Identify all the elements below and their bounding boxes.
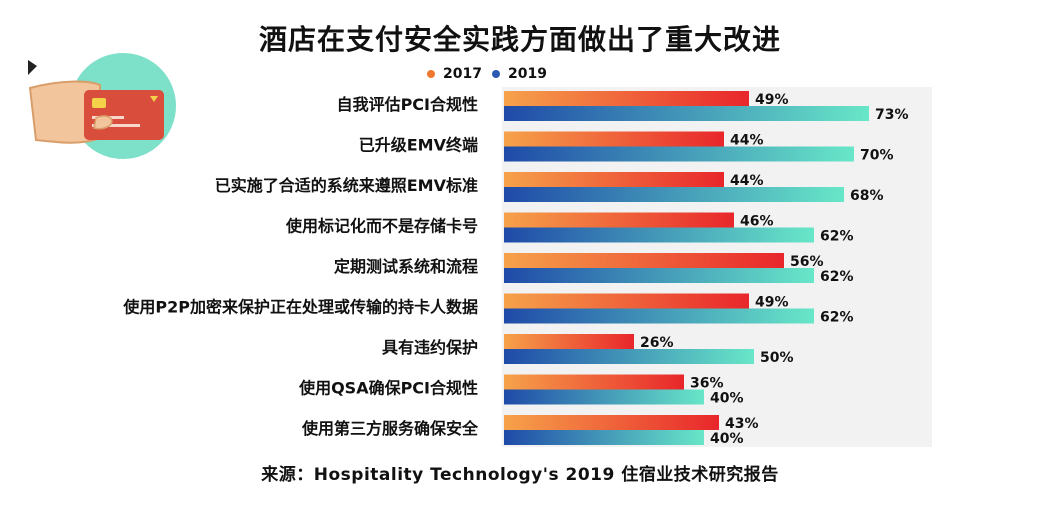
legend-dot-2017	[427, 70, 435, 78]
bar-2017-0	[504, 91, 749, 106]
category-label: 使用标记化而不是存储卡号	[285, 217, 478, 236]
bar-2017-5	[504, 293, 749, 309]
data-label-2019: 62%	[820, 229, 854, 245]
data-label-2019: 68%	[850, 188, 884, 204]
bar-2019-6	[504, 349, 754, 364]
bar-2017-7	[504, 374, 684, 390]
bar-2017-8	[504, 415, 719, 430]
data-label-2017: 46%	[740, 214, 774, 230]
data-label-2019: 50%	[760, 350, 794, 366]
category-label: 使用QSA确保PCI合规性	[298, 379, 478, 398]
category-label: 使用P2P加密来保护正在处理或传输的持卡人数据	[122, 298, 478, 317]
data-label-2019: 40%	[710, 391, 744, 407]
bar-2019-5	[504, 308, 814, 324]
bar-2019-4	[504, 268, 814, 283]
legend-label-2019: 2019	[507, 66, 547, 82]
category-label: 使用第三方服务确保安全	[301, 419, 479, 438]
bar-2017-2	[504, 172, 724, 187]
data-label-2017: 43%	[725, 416, 759, 432]
data-label-2017: 44%	[730, 173, 764, 189]
bar-2017-3	[504, 212, 734, 228]
data-label-2017: 49%	[755, 92, 789, 108]
category-label: 已升级EMV终端	[359, 136, 478, 155]
chart-title: 酒店在支付安全实践方面做出了重大改进	[258, 23, 781, 56]
data-label-2017: 44%	[730, 133, 764, 149]
bar-2019-8	[504, 430, 704, 445]
legend-label-2017: 2017	[443, 66, 482, 82]
bar-2017-4	[504, 253, 784, 268]
data-label-2019: 40%	[710, 431, 744, 447]
bar-2019-3	[504, 227, 814, 243]
bar-2017-6	[504, 334, 634, 349]
data-label-2017: 49%	[755, 295, 789, 311]
category-label: 已实施了合适的系统来遵照EMV标准	[215, 176, 478, 195]
data-label-2019: 62%	[820, 269, 854, 285]
source-note: 来源：Hospitality Technology's 2019 住宿业技术研究…	[261, 465, 779, 485]
credit-card-hand-icon	[28, 53, 176, 159]
data-label-2017: 36%	[690, 376, 724, 392]
data-label-2019: 62%	[820, 310, 854, 326]
data-label-2017: 26%	[640, 335, 674, 351]
category-label: 定期测试系统和流程	[333, 257, 478, 276]
data-label-2017: 56%	[790, 254, 824, 270]
bar-2019-0	[504, 106, 869, 121]
legend: 2017 2019	[427, 66, 547, 82]
data-label-2019: 70%	[860, 148, 894, 164]
bar-2017-1	[504, 131, 724, 147]
legend-dot-2019	[491, 70, 500, 78]
bar-2019-2	[504, 187, 844, 202]
data-label-2019: 73%	[875, 107, 909, 123]
bar-2019-1	[504, 146, 854, 162]
bar-2019-7	[504, 389, 704, 405]
category-label: 具有违约保护	[382, 338, 478, 357]
category-label: 自我评估PCI合规性	[337, 95, 478, 114]
